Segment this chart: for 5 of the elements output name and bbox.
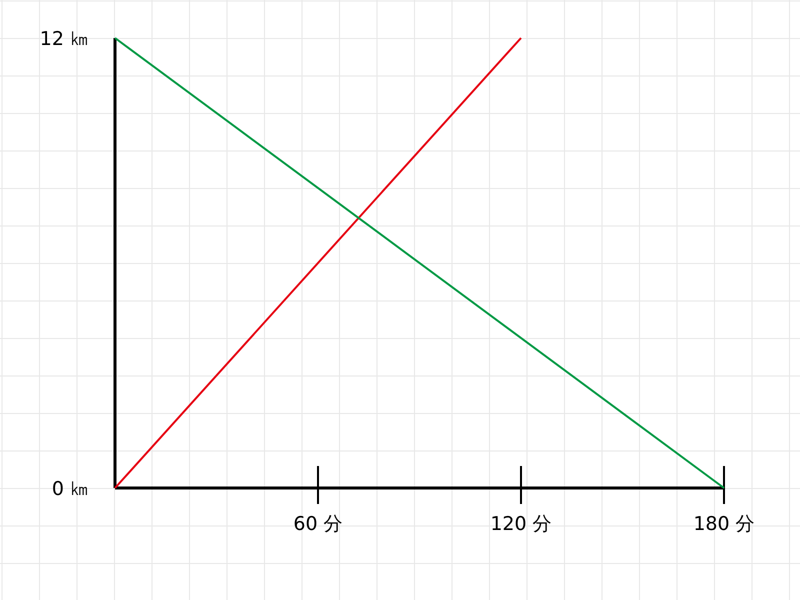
- x-tick-label: 60 分: [293, 513, 343, 535]
- x-tick-label: 120 分: [490, 513, 552, 535]
- y-tick-label: 12 ㎞: [40, 28, 89, 50]
- y-tick-label: 0 ㎞: [52, 478, 89, 500]
- x-tick-label: 180 分: [693, 513, 755, 535]
